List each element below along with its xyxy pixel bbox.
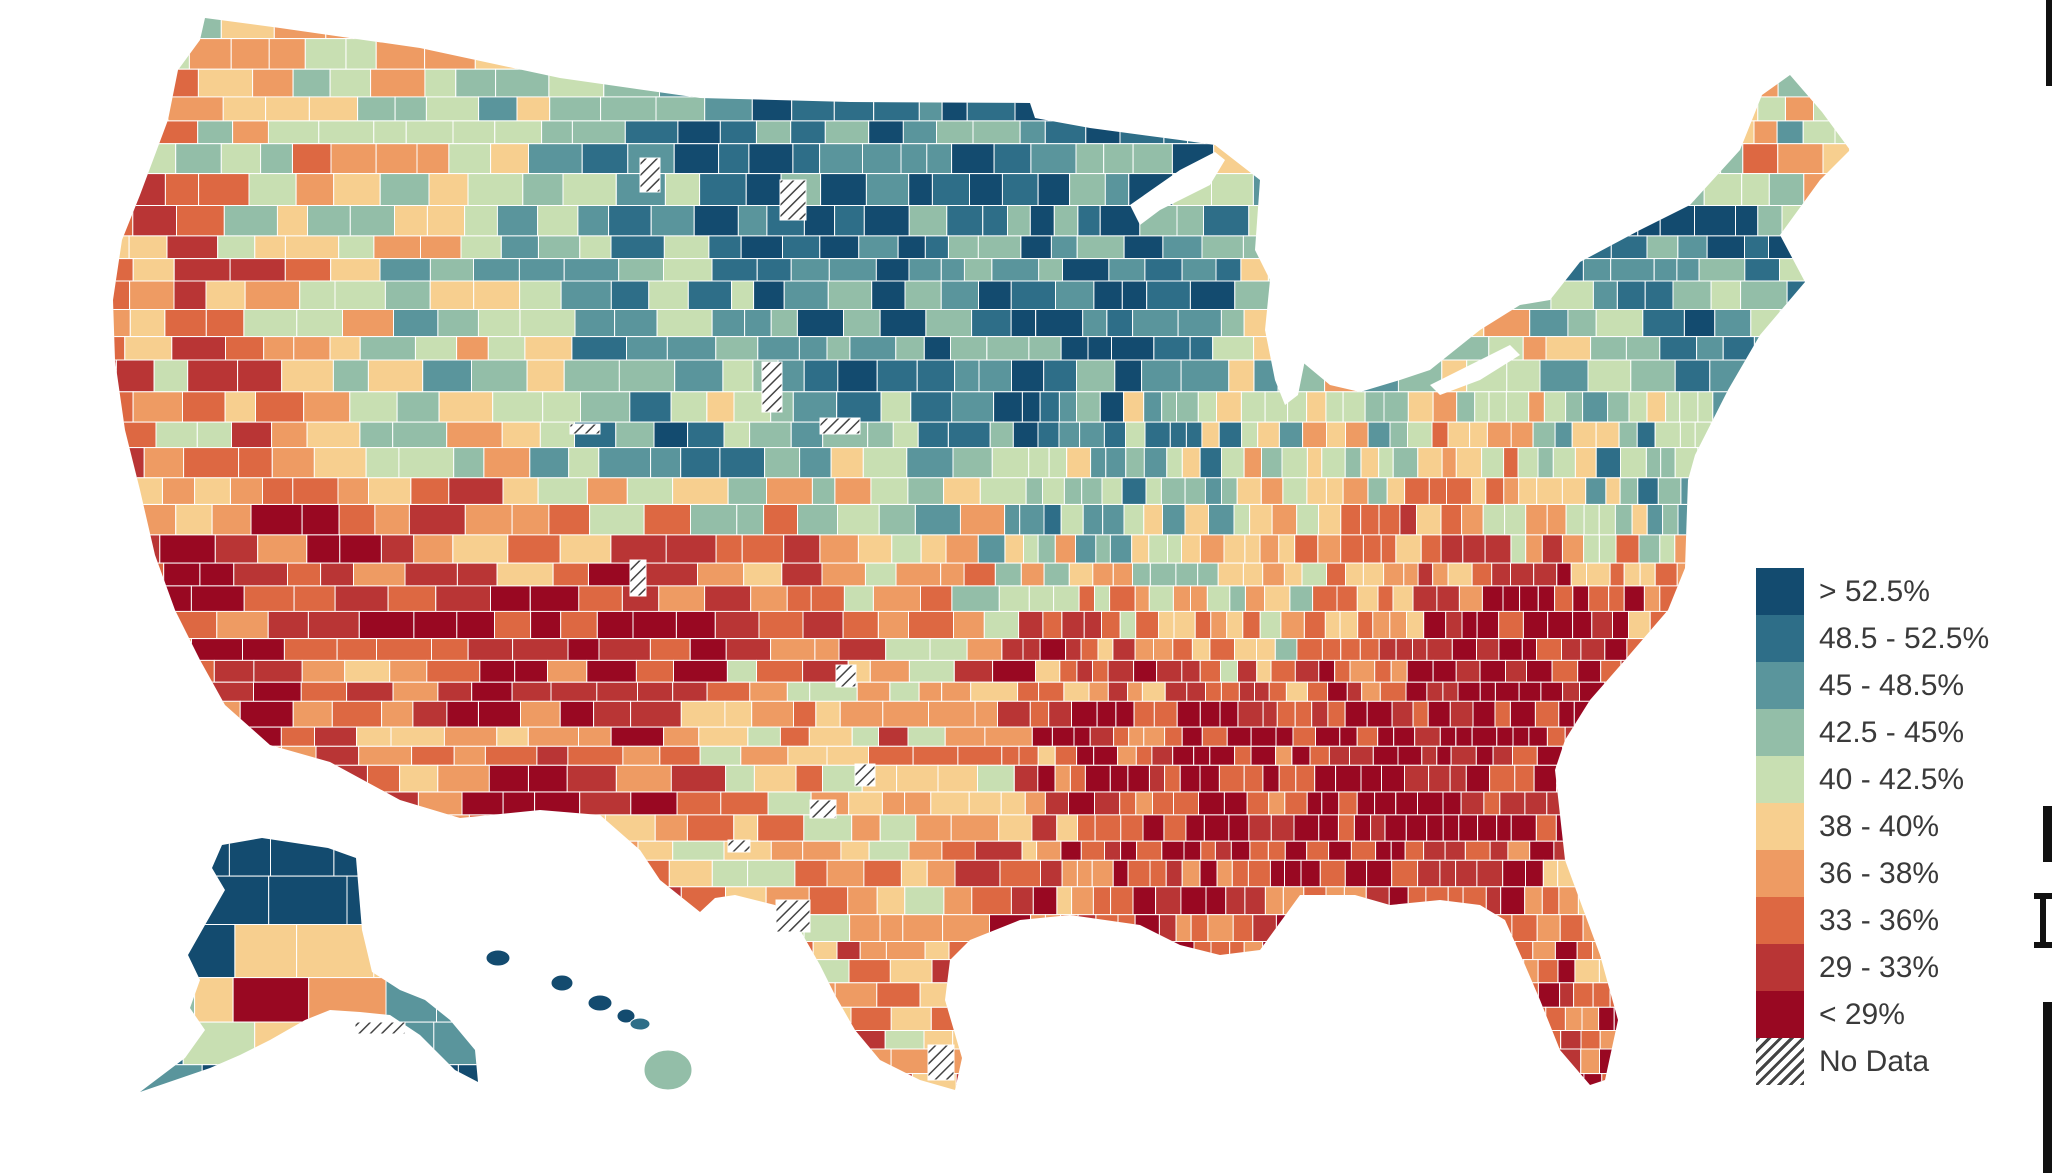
legend-label: 38 - 40% [1819,809,1940,843]
legend-swatch [1756,615,1804,662]
legend-item: 42.5 - 45% [1756,709,2046,756]
no-data-counties [354,157,955,1081]
legend-swatch [1756,897,1804,944]
edge-mark-1 [2046,0,2052,86]
lake-erie [1430,345,1520,395]
legend-item: 33 - 36% [1756,897,2046,944]
lake-michigan [1265,255,1305,405]
legend-swatch [1756,709,1804,756]
legend-label: 48.5 - 52.5% [1819,621,1990,655]
legend-swatch-no-data [1756,1038,1804,1085]
legend-item: 36 - 38% [1756,850,2046,897]
legend-swatch [1756,850,1804,897]
legend-label: 36 - 38% [1819,856,1940,890]
legend-label: 29 - 33% [1819,950,1940,984]
legend-label: 33 - 36% [1819,903,1940,937]
edge-mark-5 [2034,942,2052,948]
legend-swatch [1756,803,1804,850]
alaska-counties [140,838,478,1092]
edge-mark-4 [2040,898,2046,946]
hawaii-islands [485,949,693,1091]
legend-item: > 52.5% [1756,568,2046,615]
legend-label: 40 - 42.5% [1819,762,1965,796]
legend-label: < 29% [1819,997,1905,1031]
legend-item: 29 - 33% [1756,944,2046,991]
legend-item: 40 - 42.5% [1756,756,2046,803]
legend-swatch [1756,756,1804,803]
legend-label: 45 - 48.5% [1819,668,1965,702]
legend-item: 45 - 48.5% [1756,662,2046,709]
legend-swatch [1756,991,1804,1038]
legend-swatch [1756,944,1804,991]
legend-swatch [1756,662,1804,709]
legend-label-no-data: No Data [1819,1044,1930,1078]
legend-swatch [1756,568,1804,615]
legend-label: 42.5 - 45% [1819,715,1965,749]
legend-item: 38 - 40% [1756,803,2046,850]
legend-item-no-data: No Data [1756,1038,2046,1085]
map-legend: > 52.5% 48.5 - 52.5% 45 - 48.5% 42.5 - 45% 4… [1756,568,2046,1085]
legend-item: < 29% [1756,991,2046,1038]
legend-item: 48.5 - 52.5% [1756,615,2046,662]
lake-superior [1130,152,1225,225]
edge-mark-3 [2034,893,2052,899]
great-lakes [1130,152,1520,405]
edge-mark-6 [2043,1002,2052,1173]
edge-mark-2 [2043,806,2052,862]
legend-label: > 52.5% [1819,574,1930,608]
